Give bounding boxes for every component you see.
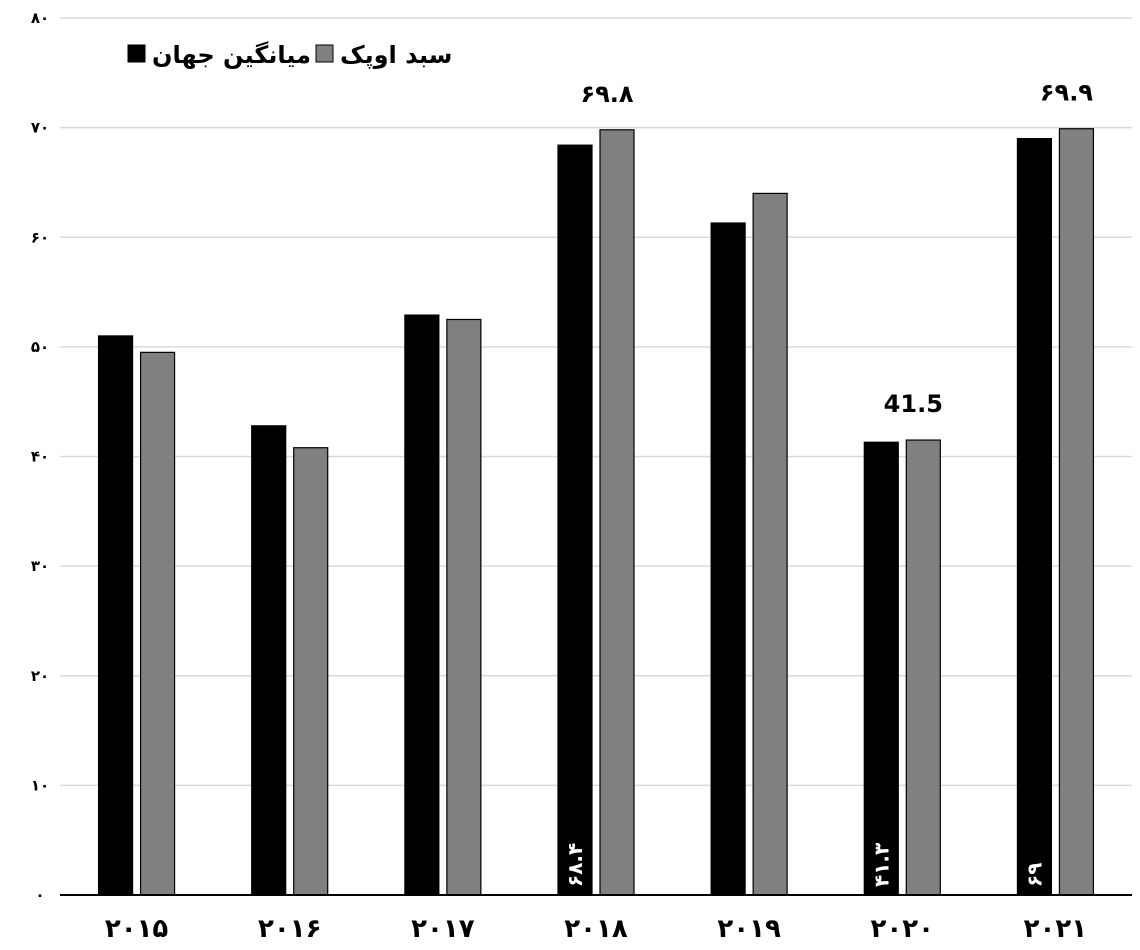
data-label: ۶۹.۹ <box>1040 79 1093 107</box>
bar-world-average <box>251 425 287 896</box>
legend-label-world-average: میانگین جهان <box>152 41 311 69</box>
bar-world-average <box>1016 137 1053 896</box>
data-label: ۶۹ <box>1022 863 1046 887</box>
data-label: ۶۸.۴ <box>563 843 587 887</box>
y-axis-tick-labels: ۰ ۱۰ ۲۰ ۳۰ ۴۰ ۵۰ ۶۰ ۷۰ ۸۰ <box>31 9 49 904</box>
bar-opec-basket <box>752 192 788 896</box>
legend-label-opec-basket: سبد اوپک <box>340 41 452 69</box>
x-tick-label: ۲۰۱۹ <box>717 914 781 944</box>
bar-world-average <box>404 314 440 896</box>
bar-opec-basket <box>293 447 329 896</box>
gridlines <box>60 17 1132 787</box>
y-tick-label: ۷۰ <box>31 119 49 137</box>
data-label: 41.5 <box>884 390 943 418</box>
x-tick-label: ۲۰۱۵ <box>105 914 169 944</box>
data-label: ۶۹.۸ <box>580 80 633 108</box>
x-axis-tick-labels: ۲۰۱۵ ۲۰۱۶ ۲۰۱۷ ۲۰۱۸ ۲۰۱۹ ۲۰۲۰ ۲۰۲۱ <box>105 914 1087 944</box>
y-tick-label: ۶۰ <box>31 228 49 246</box>
bar-world-average <box>710 222 746 896</box>
data-labels: ۶۸.۴ ۶۹.۸ ۴۱.۳ 41.5 ۶۹ ۶۹.۹ <box>563 79 1093 887</box>
x-tick-label: ۲۰۲۰ <box>871 914 934 944</box>
bars <box>97 128 1095 896</box>
bar-opec-basket <box>599 129 635 896</box>
x-tick-label: ۲۰۱۷ <box>411 914 475 944</box>
y-tick-label: ۸۰ <box>31 9 49 27</box>
y-tick-label: ۱۰ <box>31 776 49 794</box>
bar-opec-basket <box>905 439 941 896</box>
bar-opec-basket <box>1058 128 1095 896</box>
y-tick-label: ۴۰ <box>31 448 49 466</box>
x-tick-label: ۲۰۱۶ <box>258 914 321 944</box>
bar-opec-basket <box>139 351 176 896</box>
legend-swatch-opec-basket <box>315 44 334 63</box>
y-tick-label: ۵۰ <box>31 338 49 356</box>
y-tick-label: ۰ <box>35 886 44 904</box>
y-tick-label: ۲۰ <box>31 667 49 685</box>
x-tick-label: ۲۰۲۱ <box>1024 914 1087 944</box>
bar-world-average <box>557 144 593 896</box>
x-tick-label: ۲۰۱۸ <box>564 914 628 944</box>
bar-world-average <box>97 335 134 896</box>
legend-swatch-world-average <box>127 44 146 63</box>
data-label: ۴۱.۳ <box>869 843 893 887</box>
bar-opec-basket <box>446 318 482 896</box>
legend: میانگین جهان سبد اوپک <box>127 41 452 69</box>
y-tick-label: ۳۰ <box>31 557 49 575</box>
bar-world-average <box>863 441 899 896</box>
